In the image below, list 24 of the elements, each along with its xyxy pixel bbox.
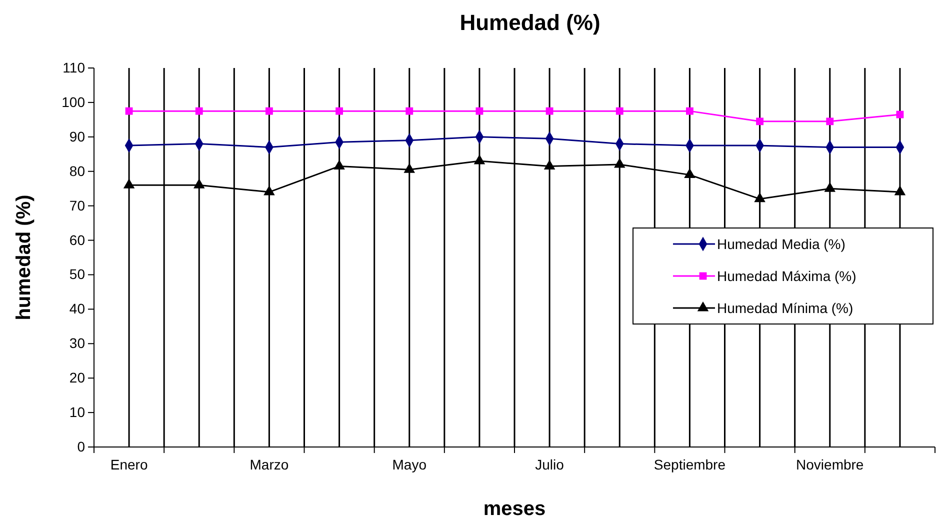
x-tick-label: Noviembre: [796, 456, 864, 473]
y-tick-label: 10: [69, 404, 86, 420]
x-axis-title: meses: [483, 498, 546, 520]
y-tick-label: 40: [69, 300, 86, 317]
legend-label: Humedad Mínima (%): [717, 300, 854, 316]
y-tick-label: 30: [69, 335, 86, 352]
legend-label: Humedad Media (%): [717, 236, 846, 252]
x-tick-label: Septiembre: [654, 456, 726, 473]
x-tick-label: Marzo: [250, 456, 289, 473]
x-tick-label: Enero: [110, 456, 148, 473]
y-tick-label: 100: [62, 94, 86, 110]
y-tick-label: 20: [69, 370, 86, 386]
x-tick-label: Julio: [535, 456, 564, 473]
legend-label: Humedad Máxima (%): [717, 268, 856, 284]
y-tick-label: 90: [69, 128, 86, 144]
y-tick-label: 80: [69, 162, 86, 179]
chart-title: Humedad (%): [460, 10, 600, 35]
y-tick-label: 70: [69, 197, 86, 214]
y-tick-label: 50: [69, 266, 86, 282]
y-tick-label: 60: [69, 232, 86, 248]
x-tick-label: Mayo: [392, 456, 427, 473]
y-tick-label: 0: [77, 438, 86, 454]
y-axis-title: humedad (%): [13, 194, 35, 320]
y-tick-label: 110: [62, 59, 86, 76]
